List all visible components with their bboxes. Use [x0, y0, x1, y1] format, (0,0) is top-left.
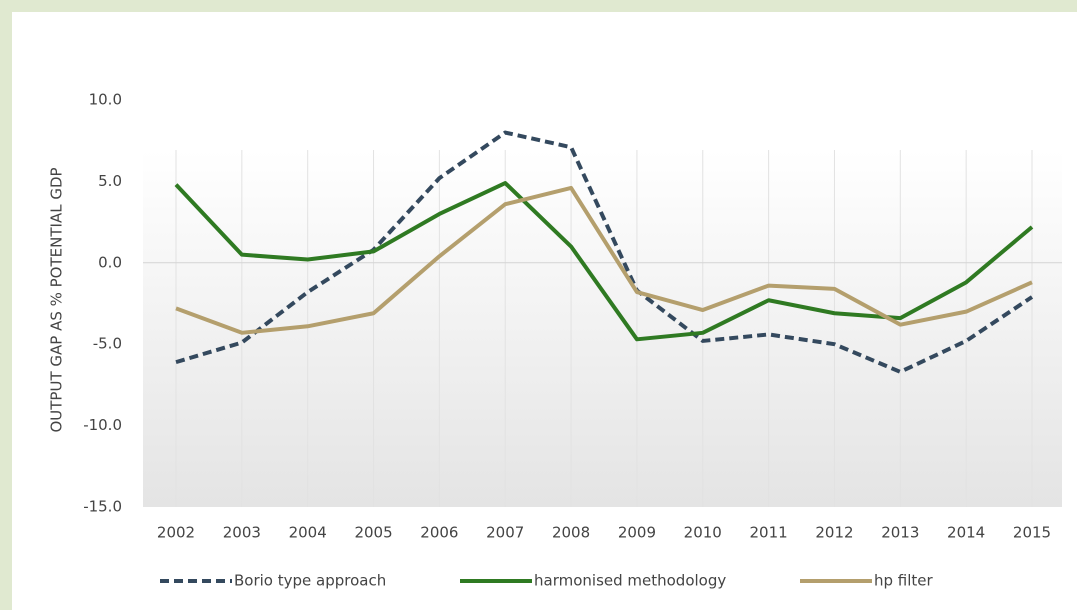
x-tick-label: 2008 — [552, 524, 590, 542]
legend-label: hp filter — [874, 572, 934, 590]
x-tick-label: 2002 — [157, 524, 195, 542]
y-tick-label: -10.0 — [83, 416, 122, 434]
y-tick-label: 0.0 — [98, 253, 122, 271]
y-tick-label: 5.0 — [98, 172, 122, 190]
series-line — [175, 130, 1034, 374]
x-tick-label: 2003 — [223, 524, 261, 542]
x-tick-label: 2009 — [618, 524, 656, 542]
x-tick-label: 2005 — [354, 524, 392, 542]
x-tick-label: 2013 — [881, 524, 919, 542]
x-tick-label: 2004 — [289, 524, 327, 542]
x-tick-label: 2007 — [486, 524, 524, 542]
series-line — [175, 185, 1033, 335]
x-tick-label: 2011 — [750, 524, 788, 542]
x-tick-label: 2006 — [420, 524, 458, 542]
y-axis-label: OUTPUT GAP AS % POTENTIAL GDP — [48, 167, 66, 432]
y-tick-label: 10.0 — [89, 91, 122, 109]
legend-label: harmonised methodology — [534, 572, 726, 590]
y-tick-label: -5.0 — [93, 335, 122, 353]
x-tick-label: 2014 — [947, 524, 985, 542]
x-tick-label: 2010 — [684, 524, 722, 542]
x-tick-label: 2015 — [1013, 524, 1051, 542]
legend-label: Borio type approach — [234, 572, 386, 590]
y-tick-label: -15.0 — [83, 498, 122, 516]
x-tick-label: 2012 — [815, 524, 853, 542]
